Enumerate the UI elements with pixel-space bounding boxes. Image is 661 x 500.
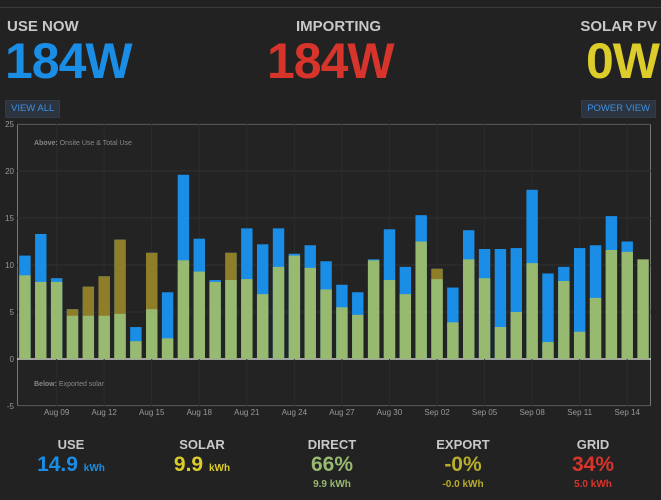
x-tick-label: Aug 30 (377, 408, 403, 417)
direct-bar (193, 271, 205, 359)
summary-solar-value: 9.9 kWh (173, 453, 231, 476)
y-tick-label: 10 (5, 261, 14, 270)
summary-export-kwh: -0.0 kWh (442, 479, 484, 490)
summary-use-value: 14.9 kWh (37, 453, 105, 476)
solar-bar (114, 239, 126, 359)
direct-bar (558, 280, 570, 359)
direct-bar (494, 327, 507, 359)
direct-bar (431, 279, 443, 359)
summary-direct-kwh: 9.9 kWh (313, 479, 351, 490)
direct-bar (288, 255, 301, 359)
direct-bar (336, 307, 348, 359)
direct-bar (66, 315, 79, 359)
annotation-below: Below: Exported solar (34, 381, 105, 388)
summary-direct: DIRECT 66% 9.9 kWh (272, 437, 392, 490)
use-bar (161, 292, 174, 359)
direct-bar (146, 309, 158, 359)
direct-bar (209, 281, 221, 359)
direct-bar (573, 331, 586, 359)
summary-grid-label: GRID (576, 437, 610, 452)
direct-bar (114, 313, 126, 359)
use-bar (542, 273, 554, 359)
x-tick-label: Aug 27 (329, 408, 355, 417)
direct-bar (225, 280, 237, 359)
summary-solar: SOLAR 9.9 kWh (142, 437, 262, 477)
direct-bar (98, 315, 110, 359)
solar-pv-label: SOLAR PV (580, 18, 657, 35)
summary-use-label: USE (57, 437, 85, 452)
x-tick-label: Sep 08 (519, 408, 545, 417)
direct-bar (256, 294, 269, 359)
direct-bar (526, 263, 538, 359)
direct-bar (463, 259, 475, 359)
direct-bar (352, 314, 364, 359)
summary-export-value: -0% (444, 453, 482, 476)
x-tick-label: Aug 18 (187, 408, 213, 417)
direct-bar (304, 267, 316, 359)
y-tick-label: 20 (5, 167, 14, 176)
direct-bar (542, 342, 554, 359)
summary-use: USE 14.9 kWh (11, 437, 131, 477)
importing-label: IMPORTING (296, 18, 381, 35)
x-tick-label: Aug 15 (139, 408, 165, 417)
use-bar (573, 248, 586, 359)
direct-bar (367, 260, 380, 359)
direct-bar (383, 280, 396, 359)
direct-bar (605, 249, 618, 359)
direct-bar (399, 294, 412, 359)
use-bar (510, 248, 522, 359)
x-tick-label: Sep 02 (424, 408, 450, 417)
summary-grid: GRID 34% 5.0 kWh (533, 437, 653, 490)
x-tick-label: Sep 11 (567, 408, 592, 417)
direct-bar (161, 338, 174, 359)
direct-bar (447, 322, 459, 359)
summary-export-label: EXPORT (436, 437, 490, 452)
direct-bar (177, 260, 190, 359)
direct-bar (589, 297, 602, 359)
direct-bar (478, 278, 491, 359)
x-tick-label: Sep 14 (615, 408, 641, 417)
summary-grid-kwh: 5.0 kWh (574, 479, 612, 490)
direct-bar (320, 289, 332, 359)
direct-bar (130, 341, 142, 359)
direct-bar (19, 275, 31, 359)
x-tick-label: Aug 12 (91, 408, 117, 417)
y-tick-label: -5 (7, 402, 15, 411)
solar-bar (146, 252, 158, 359)
x-tick-label: Sep 05 (472, 408, 498, 417)
y-tick-label: 5 (10, 308, 15, 317)
energy-bar-chart: 25 20 15 10 5 0 -5 Aug 09 Aug 12 Aug 15 Aug 18 Aug … (5, 120, 651, 417)
direct-bar (415, 241, 427, 359)
x-tick-label: Aug 21 (234, 408, 260, 417)
direct-bar (637, 259, 649, 359)
view-all-button[interactable]: VIEW ALL (5, 100, 61, 118)
direct-bar (35, 281, 47, 359)
summary-direct-label: DIRECT (307, 437, 357, 452)
direct-bar (621, 251, 633, 359)
direct-bar (241, 279, 253, 359)
direct-bar (82, 315, 95, 359)
importing-value: 184W (267, 33, 395, 89)
summary-grid-value: 34% (571, 453, 615, 476)
use-now-value: 184W (5, 33, 133, 89)
solar-pv-value: 0W (586, 33, 660, 89)
y-tick-label: 25 (5, 120, 14, 129)
summary-solar-label: SOLAR (179, 437, 225, 452)
direct-bar (510, 312, 522, 359)
direct-bar (272, 266, 285, 359)
power-view-button[interactable]: POWER VIEW (581, 100, 656, 118)
y-tick-label: 15 (5, 214, 14, 223)
top-divider (0, 7, 661, 8)
direct-bar (50, 281, 63, 359)
summary-export: EXPORT -0% -0.0 kWh (403, 437, 523, 490)
annotation-above: Above: Onsite Use & Total Use (34, 140, 132, 147)
use-bar (494, 249, 507, 359)
x-tick-label: Aug 24 (282, 408, 308, 417)
summary-direct-value: 66% (310, 453, 354, 476)
x-tick-label: Aug 09 (44, 408, 70, 417)
y-tick-label: 0 (10, 355, 15, 364)
use-now-label: USE NOW (7, 18, 79, 35)
